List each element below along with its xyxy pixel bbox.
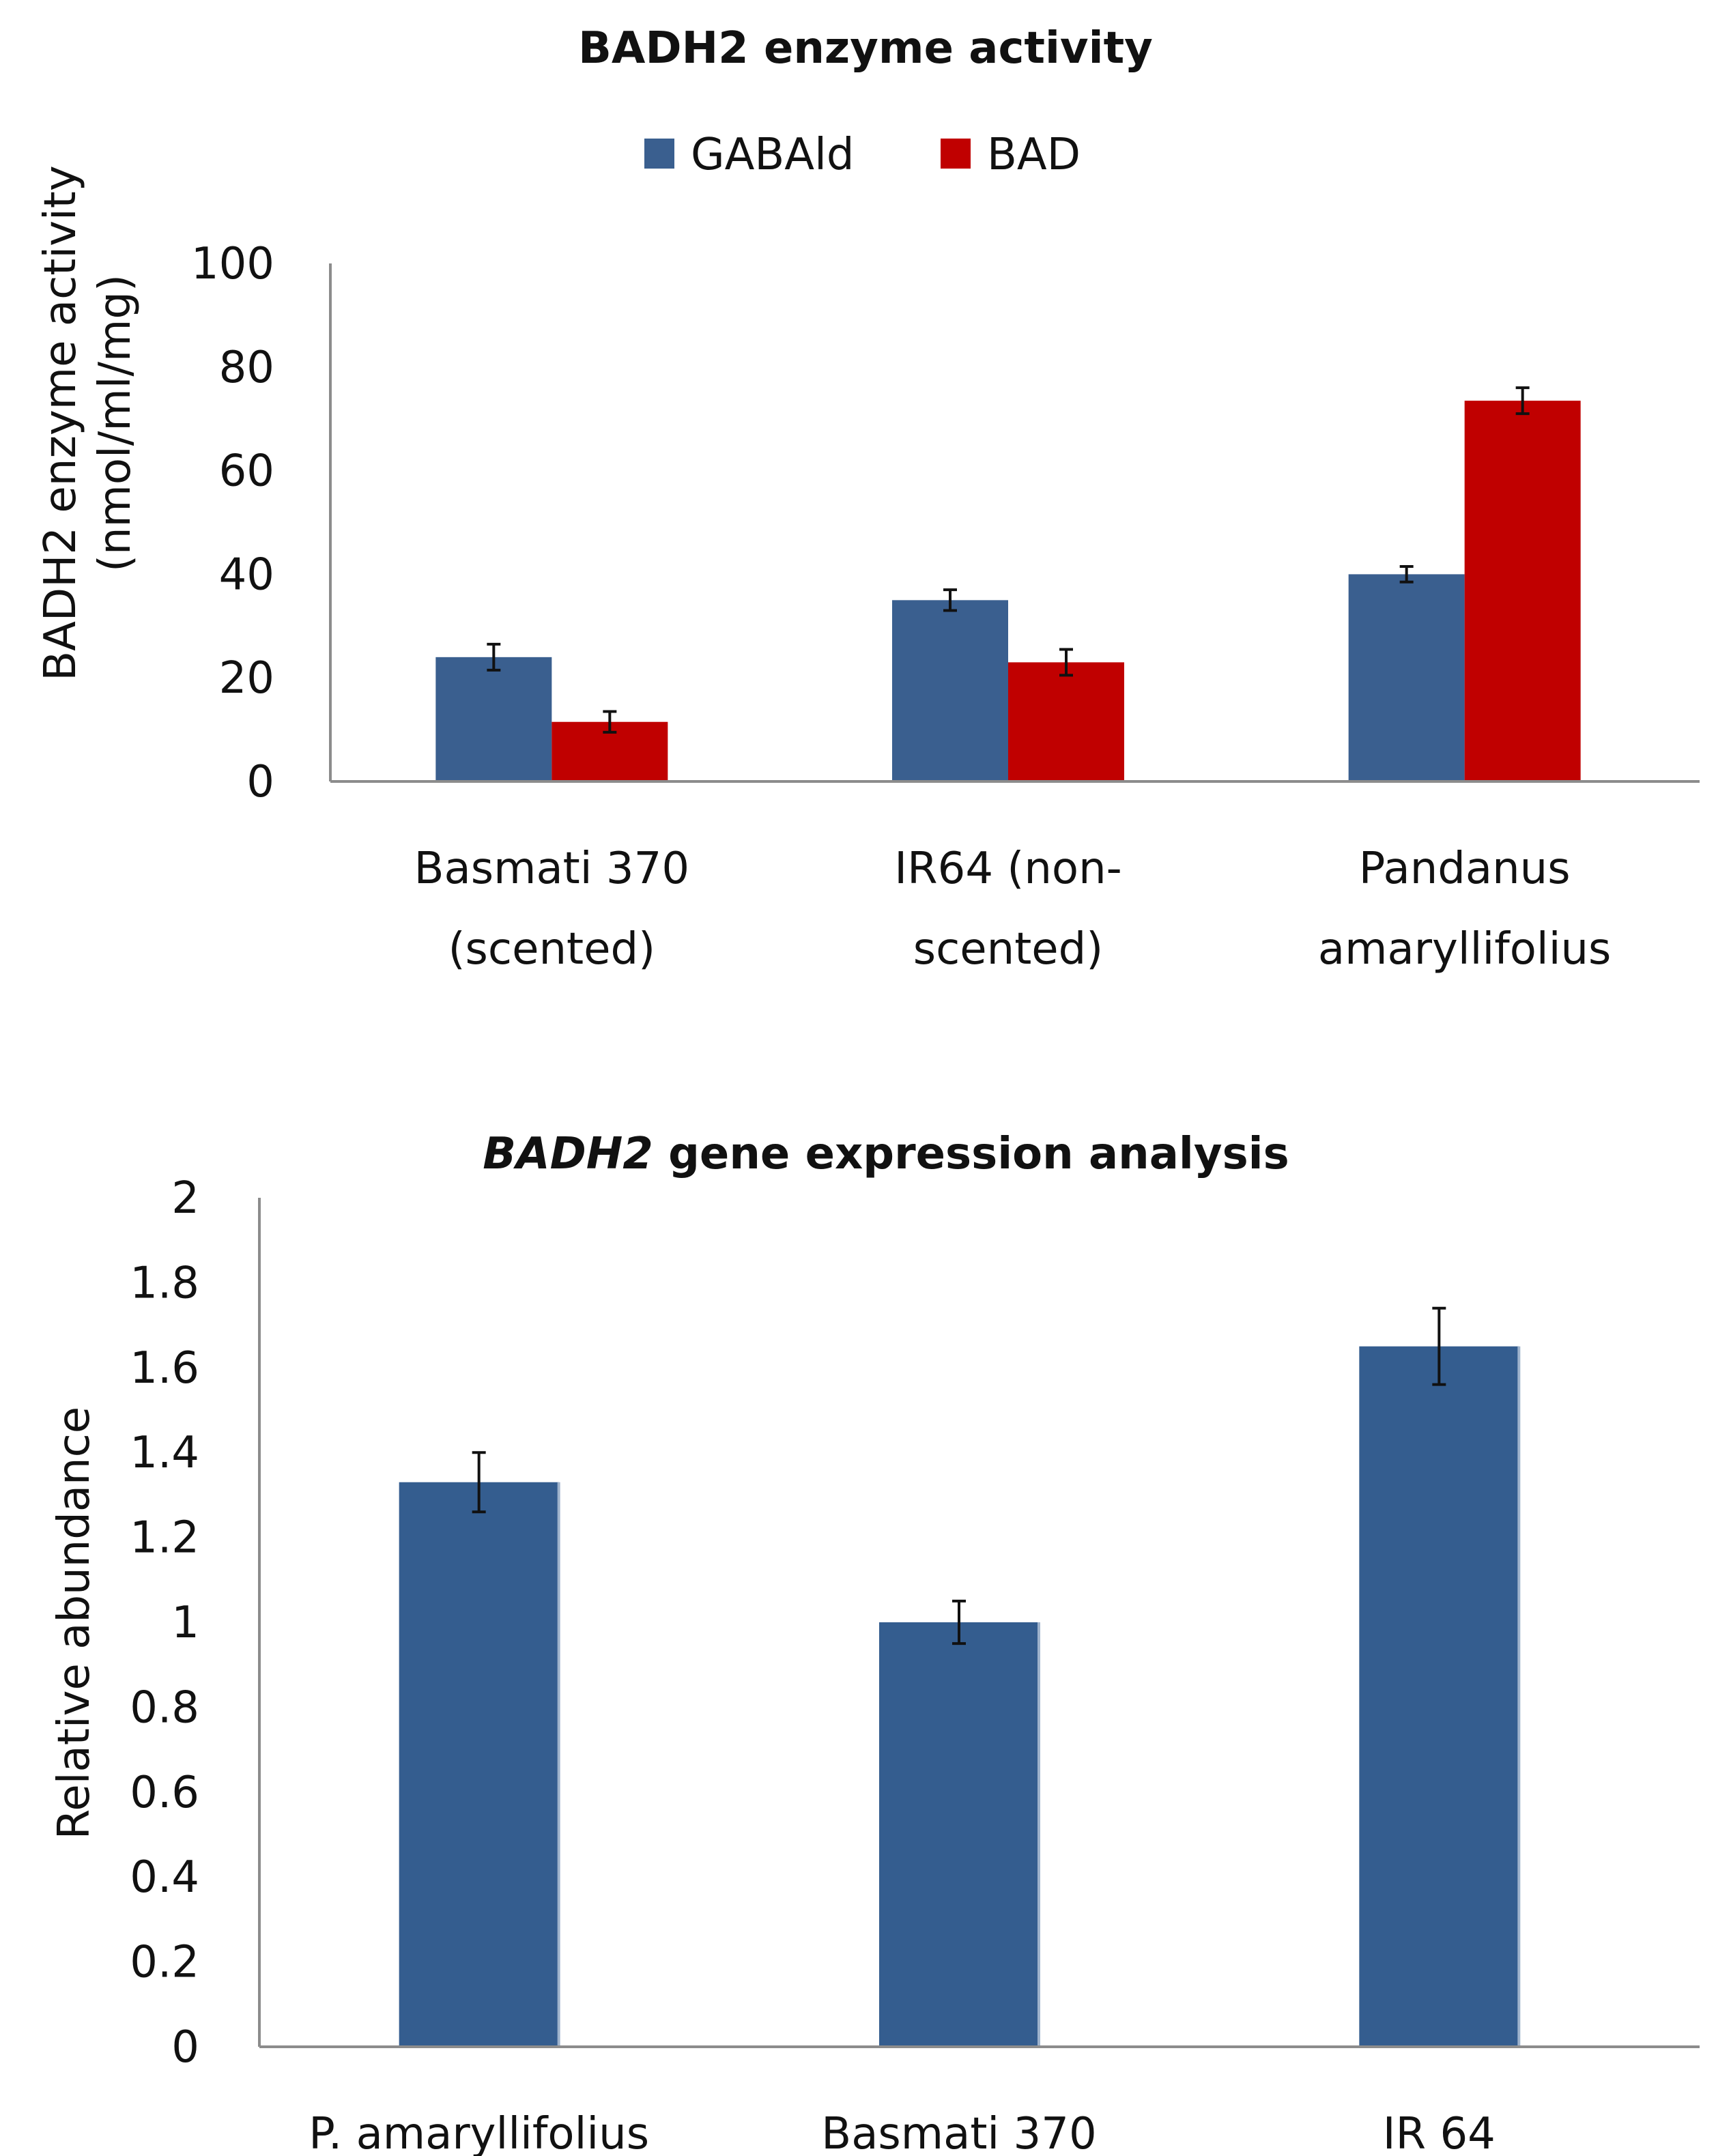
expression-bar-1 xyxy=(399,1482,559,2047)
enzyme-y-axis-title-line2: (nmol/ml/mg) xyxy=(90,274,141,572)
expression-title-italic: BADH2 xyxy=(483,1129,653,1179)
expression-error-bars xyxy=(472,1306,1446,1645)
error-bar-gabald-2 xyxy=(943,588,957,612)
expression-category-label: Basmati 370 xyxy=(821,2109,1096,2156)
enzyme-y-tick-label: 40 xyxy=(219,549,274,600)
legend-label-gabald: GABAld xyxy=(691,130,854,180)
bar-bad-3 xyxy=(1464,401,1581,781)
bar-gabald-2 xyxy=(892,600,1008,781)
expression-y-tick-label: 0.4 xyxy=(130,1852,199,1903)
bar-gabald-1 xyxy=(435,657,552,781)
bar-gabald-3 xyxy=(1348,574,1465,781)
expression-y-tick-label: 1.8 xyxy=(130,1258,199,1308)
error-bar-bad-1 xyxy=(603,710,617,734)
enzyme-category-label: IR64 (non- xyxy=(894,844,1121,894)
enzyme-y-tick-label: 100 xyxy=(191,239,274,289)
expression-error-bar-3 xyxy=(1432,1306,1446,1386)
expression-category-label: P. amaryllifolius xyxy=(309,2109,649,2156)
expression-bars xyxy=(399,1346,1521,2047)
expression-title-rest: gene expression analysis xyxy=(653,1129,1289,1179)
enzyme-y-tick-label: 80 xyxy=(219,343,274,393)
expression-y-tick-labels: 0 0.2 0.4 0.6 0.8 1 1.2 1.4 1.6 1.8 2 xyxy=(130,1173,199,2073)
gene-expression-chart: BADH2 gene expression analysis Relative … xyxy=(49,1129,1700,2156)
enzyme-y-tick-label: 0 xyxy=(246,757,274,807)
error-bar-bad-3 xyxy=(1515,386,1530,416)
error-bar-bad-2 xyxy=(1059,648,1073,677)
enzyme-legend: GABAld BAD xyxy=(644,130,1081,180)
expression-y-tick-label: 0 xyxy=(171,2022,199,2073)
enzyme-category-label: Pandanus xyxy=(1359,844,1571,894)
enzyme-category-label: amaryllifolius xyxy=(1318,924,1611,975)
enzyme-category-label: Basmati 370 xyxy=(414,844,689,894)
expression-category-label: IR 64 xyxy=(1383,2109,1496,2156)
expression-bar-3 xyxy=(1359,1346,1519,2047)
enzyme-category-label: (scented) xyxy=(448,924,656,975)
enzyme-y-axis-title-line1: BADH2 enzyme activity xyxy=(35,165,86,681)
enzyme-y-tick-labels: 0 20 40 60 80 100 xyxy=(191,239,274,807)
bar-bad-2 xyxy=(1008,662,1124,781)
enzyme-category-labels: Basmati 370 (scented) IR64 (non-scented) Pa… xyxy=(414,844,1612,975)
enzyme-category-label: scented) xyxy=(913,924,1104,975)
enzyme-error-bars xyxy=(487,386,1530,734)
expression-category-labels: P. amaryllifolius Basmati 370 IR 64 xyxy=(309,2109,1496,2156)
legend-label-bad: BAD xyxy=(987,130,1081,180)
error-bar-gabald-3 xyxy=(1399,565,1414,584)
expression-y-axis-title: Relative abundance xyxy=(49,1407,100,1839)
expression-bar-2 xyxy=(879,1622,1039,2047)
expression-y-tick-label: 0.6 xyxy=(130,1768,199,1818)
legend-swatch-gabald xyxy=(644,139,674,169)
expression-error-bar-2 xyxy=(952,1599,966,1645)
expression-y-tick-label: 1.2 xyxy=(130,1513,199,1564)
expression-y-tick-label: 1.6 xyxy=(130,1343,199,1394)
expression-error-bar-1 xyxy=(472,1451,486,1514)
expression-y-tick-label: 0.2 xyxy=(130,1938,199,1988)
expression-y-tick-label: 1 xyxy=(171,1598,199,1648)
enzyme-y-axis-title: BADH2 enzyme activity (nmol/ml/mg) xyxy=(35,165,141,681)
enzyme-bars xyxy=(435,401,1581,781)
expression-chart-title: BADH2 gene expression analysis xyxy=(483,1129,1289,1179)
expression-y-tick-label: 2 xyxy=(171,1173,199,1224)
enzyme-chart-title: BADH2 enzyme activity xyxy=(578,23,1153,74)
enzyme-y-tick-label: 20 xyxy=(219,653,274,704)
enzyme-y-tick-label: 60 xyxy=(219,446,274,497)
expression-y-tick-label: 1.4 xyxy=(130,1428,199,1478)
enzyme-activity-chart: BADH2 enzyme activity GABAld BAD BADH2 e… xyxy=(35,23,1700,975)
expression-y-tick-label: 0.8 xyxy=(130,1682,199,1733)
error-bar-gabald-1 xyxy=(487,642,501,672)
legend-swatch-bad xyxy=(941,139,971,169)
